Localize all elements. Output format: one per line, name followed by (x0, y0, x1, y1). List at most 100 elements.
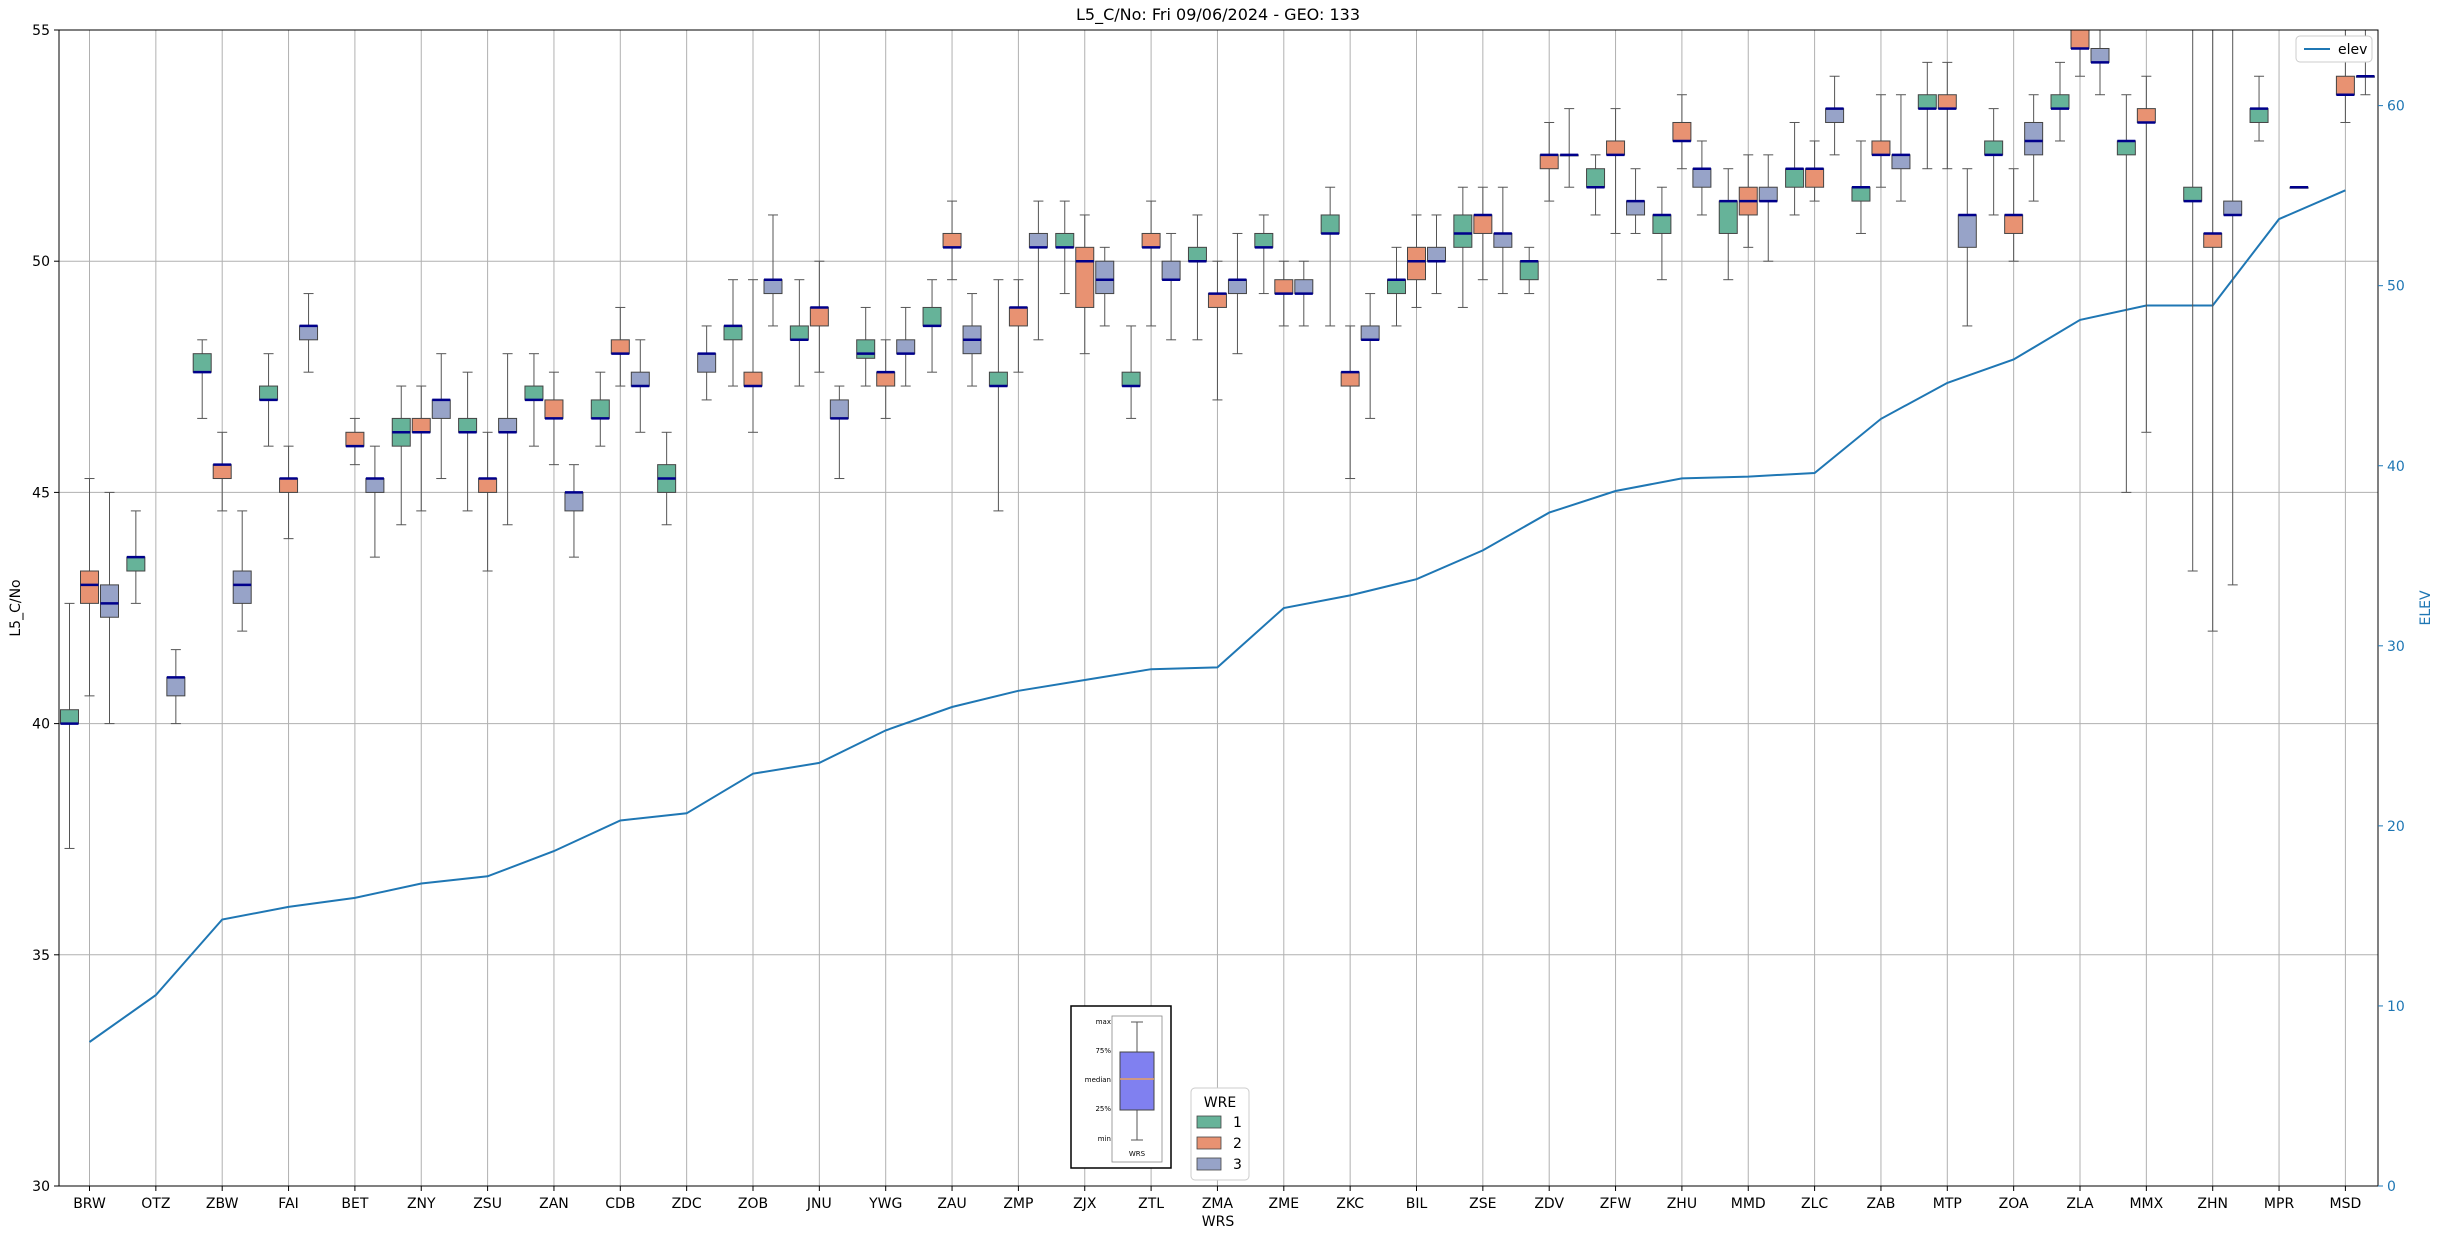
box-wre-1 (1851, 140, 1871, 234)
box-wre-2 (1141, 200, 1161, 327)
iqr-box (988, 371, 1008, 387)
x-tick-label: CDB (605, 1196, 635, 1212)
box-wre-3 (431, 353, 451, 480)
box-wre-1 (2050, 61, 2070, 142)
box-wre-3 (2090, 29, 2110, 96)
iqr-box (60, 709, 79, 725)
iqr-box (1254, 232, 1274, 248)
box-wre-1 (1718, 168, 1738, 281)
iqr-box (126, 556, 146, 572)
box-wre-2 (1606, 108, 1626, 234)
box-wre-3 (1758, 154, 1778, 262)
box-wre-1 (1652, 186, 1672, 281)
box-wre-2 (1871, 94, 1891, 188)
box-wre-3 (763, 214, 783, 327)
iqr-box (922, 306, 942, 327)
iqr-box (2335, 75, 2355, 96)
x-tick-label: ZSU (473, 1196, 502, 1212)
iqr-box (1095, 260, 1115, 295)
box-key-inset: max 75% median 25% min WRS (1070, 1005, 1172, 1169)
iqr-box (166, 676, 186, 697)
box-wre-2 (942, 200, 962, 281)
iqr-box (856, 339, 876, 359)
iqr-box (1672, 121, 1692, 142)
iqr-box (524, 385, 544, 401)
x-tick-label: ZTL (1138, 1196, 1164, 1212)
iqr-box (1387, 279, 1406, 295)
iqr-box (1891, 154, 1911, 170)
box-wre-3 (962, 293, 982, 387)
box-wre-2 (1473, 186, 1493, 281)
box-wre-1 (60, 602, 79, 849)
iqr-box (458, 417, 478, 433)
box-key-label: max (1096, 1018, 1111, 1026)
iqr-box (630, 371, 650, 387)
box-wre-2 (1075, 214, 1095, 355)
box-wre-2 (411, 385, 431, 512)
box-wre-1 (1320, 186, 1340, 327)
x-tick-label: MPR (2264, 1196, 2295, 1212)
wre-legend-label: 2 (1233, 1136, 1242, 1152)
iqr-box (80, 570, 99, 604)
wre-legend-swatch (1196, 1136, 1222, 1150)
box-wre-3 (829, 385, 849, 480)
box-wre-2 (2004, 168, 2024, 262)
iqr-box (590, 399, 610, 419)
box-wre-1 (723, 279, 743, 387)
y-axis-label: L5_C/No (8, 579, 24, 636)
x-tick-label: ZDC (672, 1196, 702, 1212)
y2-tick-label: 0 (2387, 1179, 2396, 1195)
box-wre-1 (1586, 154, 1606, 216)
box-wre-3 (100, 491, 119, 725)
iqr-box (259, 385, 279, 401)
iqr-box (1294, 279, 1314, 295)
iqr-box (212, 464, 232, 480)
x-axis-label: WRS (1202, 1214, 1235, 1230)
iqr-box (1427, 246, 1446, 262)
iqr-box (544, 399, 564, 419)
x-tick-label: ZKC (1336, 1196, 1364, 1212)
box-wre-2 (2136, 75, 2156, 433)
box-wre-3 (299, 293, 319, 373)
iqr-box (100, 584, 119, 618)
wre-legend-swatch (1196, 1115, 1222, 1129)
iqr-box (1008, 306, 1028, 327)
box-wre-2 (2070, 29, 2090, 77)
x-tick-label: BRW (73, 1196, 106, 1212)
box-wre-3 (1559, 108, 1579, 188)
iqr-box (498, 417, 518, 433)
iqr-box (478, 478, 498, 493)
box-wre-2 (2203, 29, 2223, 632)
iqr-box (1075, 246, 1095, 308)
box-wre-1 (1121, 325, 1141, 419)
iqr-box (1692, 168, 1712, 188)
iqr-box (1805, 168, 1825, 188)
box-wre-3 (365, 445, 385, 558)
x-tick-label: ZMA (1202, 1196, 1234, 1212)
iqr-box (723, 325, 743, 341)
x-tick-label: MMD (1731, 1196, 1766, 1212)
chart-title: L5_C/No: Fri 09/06/2024 - GEO: 133 (1076, 5, 1360, 25)
box-wre-2 (1539, 121, 1559, 202)
iqr-box (743, 371, 763, 387)
wre-legend-label: 3 (1233, 1157, 1242, 1173)
box-wre-1 (1254, 214, 1274, 295)
x-tick-label: MMX (2129, 1196, 2163, 1212)
elevation-line-layer (88, 189, 2346, 1043)
box-wre-1 (1917, 61, 1937, 170)
box-wre-1 (856, 306, 876, 387)
y2-tick-label: 30 (2387, 639, 2405, 655)
box-wre-2 (544, 371, 564, 466)
box-wre-3 (1294, 260, 1314, 327)
box-wre-1 (2116, 94, 2136, 493)
box-wre-3 (697, 325, 717, 401)
axes: BRW OTZ ZBW FAI BET ZNY ZSU ZAN CDB ZDC ZOB JNU YWG Z… (32, 23, 2405, 1212)
iqr-box (1028, 232, 1048, 248)
iqr-box (1161, 260, 1181, 281)
iqr-box (876, 371, 896, 387)
iqr-box (1652, 214, 1672, 234)
iqr-box (232, 570, 252, 604)
box-wre-3 (232, 510, 252, 632)
x-tick-label: MTP (1933, 1196, 1962, 1212)
